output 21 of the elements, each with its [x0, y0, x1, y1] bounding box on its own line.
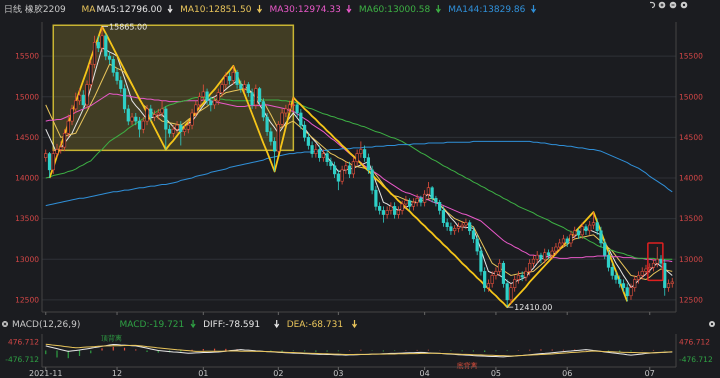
x-tick-label: 12: [112, 369, 122, 378]
legend-label: MA60:13000.58: [358, 5, 431, 15]
annotation: 12410.00: [514, 302, 552, 312]
legend-title: MA: [82, 5, 96, 15]
legend-label: MA10:12851.50: [180, 5, 252, 15]
x-tick-label: 2021-11: [29, 369, 62, 378]
x-tick-label: 04: [420, 369, 430, 378]
legend-label: MACD:-19.721: [120, 320, 184, 330]
legend-label: DIFF:-78.591: [203, 320, 260, 330]
chart-title: MACD(12,26,9): [12, 320, 80, 330]
x-tick-label: 05: [490, 369, 502, 378]
legend-label: MA30:12974.33: [270, 5, 341, 15]
chart-title: 日线 橡胶2209: [4, 4, 66, 15]
legend-label: MA144:13829.86: [448, 5, 526, 15]
x-tick-label: 03: [333, 369, 344, 378]
x-tick-label: 07: [644, 369, 655, 378]
x-tick-label: 02: [273, 369, 284, 378]
legend-label: MA5:12796.00: [96, 5, 162, 15]
legend-label: DEA:-68.731: [286, 320, 344, 330]
x-tick-label: 01: [198, 369, 208, 378]
x-tick-label: 06: [562, 369, 572, 378]
